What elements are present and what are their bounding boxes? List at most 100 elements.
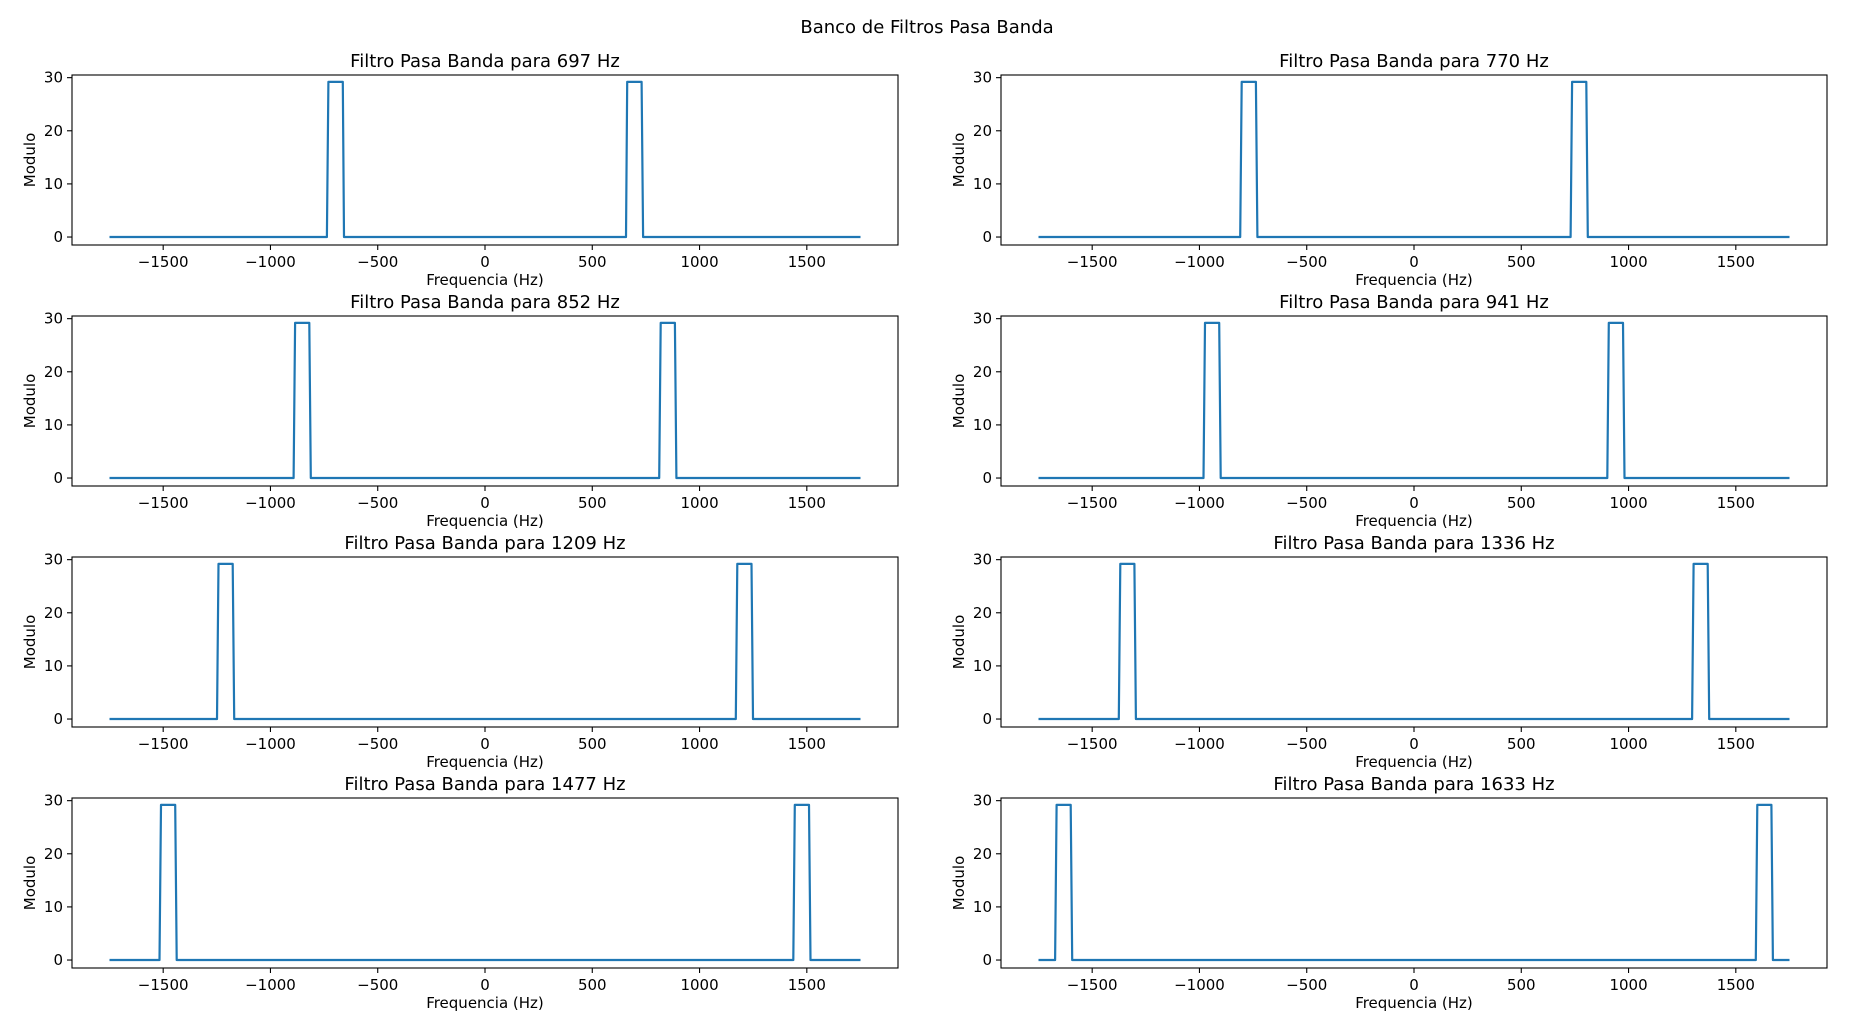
x-tick-label: −1500 <box>138 976 189 994</box>
x-axis-label: Frequencia (Hz) <box>1355 994 1473 1012</box>
x-tick-label: 1000 <box>1609 735 1647 753</box>
subplot-title: Filtro Pasa Banda para 697 Hz <box>350 51 620 72</box>
x-tick-label: −500 <box>1286 735 1327 753</box>
subplot-1: −1500 −1000 −500 0 500 1000 1500 0 10 20 30 Filtro … <box>21 51 899 289</box>
x-tick-label: 1000 <box>1609 976 1647 994</box>
y-tick-label: 10 <box>44 657 63 675</box>
y-axis-label: Modulo <box>950 374 968 429</box>
x-tick-label: 1500 <box>788 735 826 753</box>
series-line <box>109 562 861 721</box>
x-tick-label: −500 <box>1286 253 1327 271</box>
y-tick-label: 10 <box>44 898 63 916</box>
x-tick-label: −1000 <box>1174 976 1225 994</box>
series-line <box>1038 562 1790 721</box>
x-tick-label: 0 <box>1409 735 1419 753</box>
x-tick-label: 1000 <box>680 253 718 271</box>
subplot-title: Filtro Pasa Banda para 770 Hz <box>1279 51 1549 72</box>
y-tick-label: 0 <box>53 951 63 969</box>
y-axis-label: Modulo <box>950 615 968 670</box>
x-tick-label: −1500 <box>1067 735 1118 753</box>
y-tick-label: 30 <box>44 310 63 328</box>
x-tick-label: −1500 <box>1067 494 1118 512</box>
y-axis-label: Modulo <box>950 856 968 911</box>
x-tick-label: −500 <box>1286 494 1327 512</box>
x-tick-label: −1000 <box>245 253 296 271</box>
y-tick-label: 0 <box>53 469 63 487</box>
subplot-7: −1500 −1000 −500 0 500 1000 1500 0 10 20 30 Filtro … <box>21 774 899 1012</box>
subplot-4: −1500 −1000 −500 0 500 1000 1500 0 10 20 30 Filtro … <box>950 292 1828 530</box>
subplot-title: Filtro Pasa Banda para 941 Hz <box>1279 292 1549 313</box>
x-tick-label: 500 <box>578 735 607 753</box>
x-tick-label: 0 <box>480 253 490 271</box>
x-tick-label: −500 <box>357 494 398 512</box>
subplot-3: −1500 −1000 −500 0 500 1000 1500 0 10 20 30 Filtro … <box>21 292 899 530</box>
x-axis-label: Frequencia (Hz) <box>426 753 544 771</box>
y-tick-label: 30 <box>973 310 992 328</box>
x-axis-label: Frequencia (Hz) <box>426 271 544 289</box>
y-axis-label: Modulo <box>21 856 39 911</box>
series-line <box>1038 321 1790 480</box>
y-tick-label: 30 <box>973 69 992 87</box>
x-tick-label: 0 <box>480 976 490 994</box>
subplot-title: Filtro Pasa Banda para 1477 Hz <box>344 774 625 795</box>
y-axis-label: Modulo <box>21 374 39 429</box>
y-tick-label: 20 <box>973 845 992 863</box>
y-tick-label: 0 <box>982 710 992 728</box>
x-tick-label: 500 <box>1507 494 1536 512</box>
subplot-title: Filtro Pasa Banda para 852 Hz <box>350 292 620 313</box>
x-tick-label: 1500 <box>1717 735 1755 753</box>
y-axis-label: Modulo <box>21 133 39 188</box>
x-tick-label: 1000 <box>680 494 718 512</box>
x-axis-label: Frequencia (Hz) <box>426 994 544 1012</box>
x-tick-label: 500 <box>1507 253 1536 271</box>
series-line <box>109 80 861 239</box>
y-tick-label: 30 <box>44 792 63 810</box>
x-tick-label: 1500 <box>1717 494 1755 512</box>
x-tick-label: −500 <box>357 735 398 753</box>
x-tick-label: −1000 <box>1174 735 1225 753</box>
y-tick-label: 0 <box>982 951 992 969</box>
y-tick-label: 0 <box>982 228 992 246</box>
subplot-2: −1500 −1000 −500 0 500 1000 1500 0 10 20 30 Filtro … <box>950 51 1828 289</box>
x-tick-label: 1500 <box>1717 976 1755 994</box>
y-tick-label: 0 <box>982 469 992 487</box>
x-tick-label: 1000 <box>1609 253 1647 271</box>
x-axis-label: Frequencia (Hz) <box>426 512 544 530</box>
y-tick-label: 30 <box>973 792 992 810</box>
x-tick-label: 0 <box>1409 976 1419 994</box>
y-tick-label: 20 <box>44 604 63 622</box>
x-tick-label: 0 <box>1409 494 1419 512</box>
y-tick-label: 0 <box>53 228 63 246</box>
x-tick-label: −1500 <box>1067 976 1118 994</box>
x-tick-label: 500 <box>1507 976 1536 994</box>
x-tick-label: 1500 <box>788 253 826 271</box>
y-tick-label: 10 <box>44 416 63 434</box>
y-tick-label: 20 <box>973 363 992 381</box>
x-tick-label: −1000 <box>1174 253 1225 271</box>
x-tick-label: 500 <box>578 494 607 512</box>
subplot-5: −1500 −1000 −500 0 500 1000 1500 0 10 20 30 Filtro … <box>21 533 899 771</box>
y-axis-label: Modulo <box>21 615 39 670</box>
x-tick-label: 500 <box>578 253 607 271</box>
subplot-title: Filtro Pasa Banda para 1209 Hz <box>344 533 625 554</box>
x-tick-label: 1000 <box>680 735 718 753</box>
x-tick-label: 0 <box>480 494 490 512</box>
series-line <box>1038 803 1790 962</box>
x-tick-label: 1500 <box>788 494 826 512</box>
subplot-6: −1500 −1000 −500 0 500 1000 1500 0 10 20 30 Filtro … <box>950 533 1828 771</box>
y-tick-label: 30 <box>973 551 992 569</box>
y-tick-label: 20 <box>44 845 63 863</box>
y-tick-label: 30 <box>44 69 63 87</box>
y-tick-label: 10 <box>973 657 992 675</box>
x-tick-label: −1500 <box>1067 253 1118 271</box>
y-tick-label: 10 <box>44 175 63 193</box>
x-axis-label: Frequencia (Hz) <box>1355 512 1473 530</box>
subplot-8: −1500 −1000 −500 0 500 1000 1500 0 10 20 30 Filtro … <box>950 774 1828 1012</box>
x-tick-label: 500 <box>578 976 607 994</box>
x-axis-label: Frequencia (Hz) <box>1355 271 1473 289</box>
y-axis-label: Modulo <box>950 133 968 188</box>
subplot-title: Filtro Pasa Banda para 1633 Hz <box>1273 774 1554 795</box>
x-tick-label: −1500 <box>138 253 189 271</box>
